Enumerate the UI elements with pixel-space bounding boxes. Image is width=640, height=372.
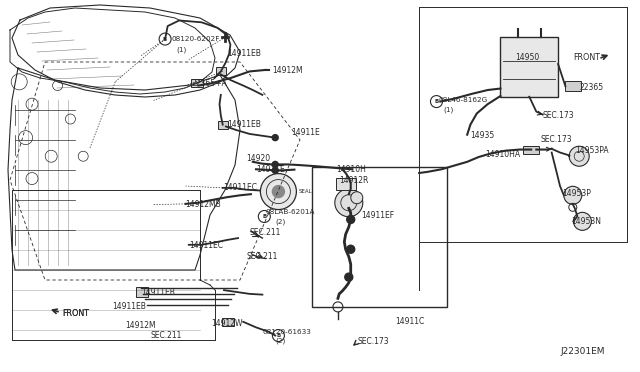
Text: 14911E: 14911E xyxy=(291,128,320,137)
Circle shape xyxy=(573,212,591,230)
Text: B: B xyxy=(276,333,280,338)
Bar xyxy=(222,318,234,326)
Text: 14912R: 14912R xyxy=(339,176,369,185)
Text: 14953N: 14953N xyxy=(571,217,601,226)
Text: (1): (1) xyxy=(443,106,453,113)
Bar xyxy=(216,67,226,76)
Text: 14950: 14950 xyxy=(515,53,540,62)
Circle shape xyxy=(260,174,296,209)
Circle shape xyxy=(564,186,582,204)
Bar xyxy=(136,287,148,297)
Text: SEC.173: SEC.173 xyxy=(541,135,572,144)
Bar xyxy=(191,79,203,87)
Text: (2): (2) xyxy=(275,338,285,344)
Circle shape xyxy=(347,215,355,224)
Bar xyxy=(218,121,228,129)
Text: B: B xyxy=(262,214,266,219)
Text: 14911E: 14911E xyxy=(256,165,285,174)
Text: 14911EB: 14911EB xyxy=(227,120,261,129)
Text: 14912MB: 14912MB xyxy=(186,200,221,209)
Text: 14953P: 14953P xyxy=(562,189,591,198)
Circle shape xyxy=(569,146,589,166)
Text: 22365+A: 22365+A xyxy=(192,79,228,88)
Circle shape xyxy=(347,245,355,253)
Circle shape xyxy=(272,161,278,167)
Text: 14910HA: 14910HA xyxy=(485,150,520,159)
Text: 14953PA: 14953PA xyxy=(575,146,609,155)
Circle shape xyxy=(335,189,363,217)
Text: 08120-6202F: 08120-6202F xyxy=(172,36,220,42)
Text: SEC.173: SEC.173 xyxy=(543,111,574,120)
Text: 14912M: 14912M xyxy=(125,321,156,330)
Text: (1): (1) xyxy=(177,47,187,54)
Text: J22301EM: J22301EM xyxy=(560,347,605,356)
Text: 14920: 14920 xyxy=(246,154,271,163)
Circle shape xyxy=(273,186,284,198)
Text: 08L46-8162G: 08L46-8162G xyxy=(438,97,488,103)
Bar xyxy=(312,167,447,307)
Text: 14910H: 14910H xyxy=(336,165,366,174)
Circle shape xyxy=(272,135,278,141)
Text: SEAL: SEAL xyxy=(298,189,312,194)
Circle shape xyxy=(345,273,353,281)
Circle shape xyxy=(272,167,278,173)
Text: 14911EB: 14911EB xyxy=(227,49,261,58)
Circle shape xyxy=(351,192,363,204)
Text: FRONT: FRONT xyxy=(573,53,600,62)
Text: FRONT: FRONT xyxy=(63,309,90,318)
Text: 14911C: 14911C xyxy=(396,317,425,326)
Text: 14911EC: 14911EC xyxy=(223,183,257,192)
Text: 14911EB: 14911EB xyxy=(112,302,146,311)
Text: 14935: 14935 xyxy=(470,131,495,140)
Bar xyxy=(336,179,356,190)
Text: 14911EF: 14911EF xyxy=(362,211,395,220)
Text: 22365: 22365 xyxy=(580,83,604,92)
FancyBboxPatch shape xyxy=(500,37,558,97)
Text: SEC.211: SEC.211 xyxy=(150,331,182,340)
Bar xyxy=(523,145,539,154)
Text: 14911EC: 14911EC xyxy=(189,241,223,250)
Text: SEC.211: SEC.211 xyxy=(246,252,278,261)
Text: B: B xyxy=(435,99,438,104)
Text: 08LAB-6201A: 08LAB-6201A xyxy=(266,209,315,215)
Text: 08120-61633: 08120-61633 xyxy=(262,329,311,335)
Text: B: B xyxy=(163,36,167,42)
Text: 14912W: 14912W xyxy=(211,319,243,328)
Text: 14911EB: 14911EB xyxy=(141,288,175,296)
Text: SEC.211: SEC.211 xyxy=(250,228,281,237)
Text: 14912M: 14912M xyxy=(272,66,303,75)
Text: FRONT: FRONT xyxy=(63,309,90,318)
Text: (2): (2) xyxy=(275,218,285,225)
Bar xyxy=(566,81,582,91)
Text: SEC.173: SEC.173 xyxy=(357,337,388,346)
